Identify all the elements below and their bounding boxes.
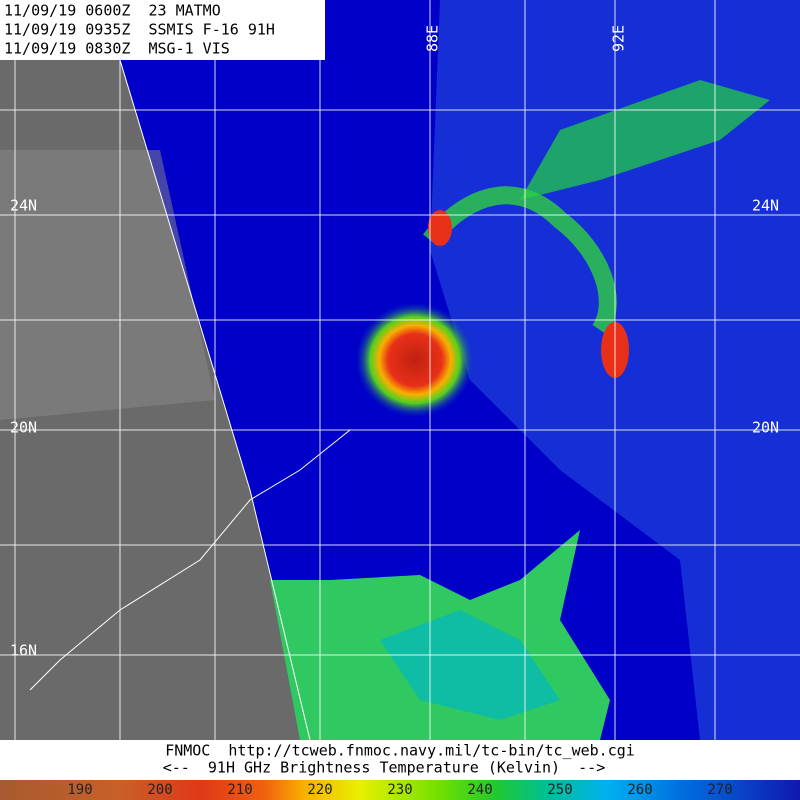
colorbar bbox=[0, 780, 800, 800]
convection bbox=[428, 210, 452, 246]
footer-caption: <-- 91H GHz Brightness Temperature (Kelv… bbox=[163, 759, 606, 777]
colorbar-tick-label: 270 bbox=[707, 782, 732, 798]
footer bbox=[0, 740, 800, 780]
lon-label: 88E bbox=[424, 25, 442, 52]
colorbar-tick-label: 220 bbox=[307, 782, 332, 798]
lat-label: 16N bbox=[10, 642, 37, 660]
vis-cloud bbox=[0, 150, 215, 420]
cyan-region bbox=[380, 610, 560, 720]
storm-core bbox=[355, 302, 475, 418]
colorbar-tick-label: 260 bbox=[627, 782, 652, 798]
colorbar-tick-label: 230 bbox=[387, 782, 412, 798]
header-box bbox=[0, 0, 325, 60]
lat-label: 24N bbox=[752, 197, 779, 215]
colorbar-tick-label: 210 bbox=[227, 782, 252, 798]
colorbar-tick-label: 250 bbox=[547, 782, 572, 798]
header-line: 11/09/19 0935Z SSMIS F-16 91H bbox=[4, 21, 275, 39]
lat-label: 20N bbox=[10, 419, 37, 437]
colorbar-tick-label: 240 bbox=[467, 782, 492, 798]
header-line: 11/09/19 0830Z MSG-1 VIS bbox=[4, 40, 230, 58]
lat-label: 24N bbox=[10, 197, 37, 215]
rainband-arc bbox=[422, 186, 617, 335]
footer-source: FNMOC http://tcweb.fnmoc.navy.mil/tc-bin… bbox=[165, 742, 635, 760]
lat-label: 20N bbox=[752, 419, 779, 437]
colorbar-ticks: 190 200 210 220 230 240 250 260 270 bbox=[67, 782, 732, 798]
colorbar-tick-label: 190 bbox=[67, 782, 92, 798]
lon-label: 92E bbox=[610, 25, 628, 52]
colorbar-tick-label: 200 bbox=[147, 782, 172, 798]
graticule bbox=[0, 0, 800, 740]
coastline bbox=[29, 429, 351, 691]
swath-edge bbox=[119, 59, 311, 741]
header-line: 11/09/19 0600Z 23 MATMO bbox=[4, 2, 221, 20]
